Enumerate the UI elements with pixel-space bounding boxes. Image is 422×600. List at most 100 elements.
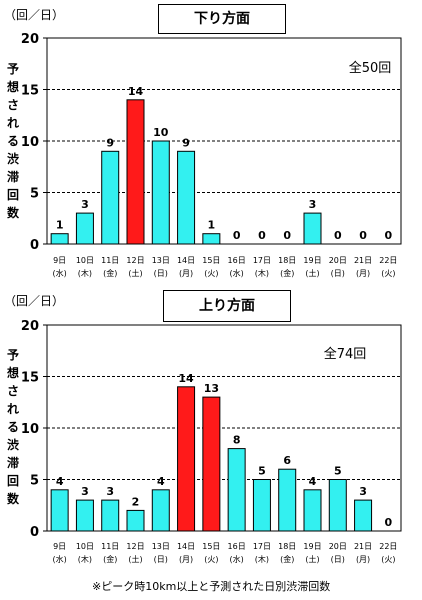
data-label-bottom: 4: [56, 475, 64, 488]
bar-bottom: [227, 448, 246, 532]
data-label-bottom: 3: [106, 485, 114, 498]
x-tick-dow-bottom: (月): [356, 555, 370, 564]
x-tick-dow-top: (日): [154, 269, 168, 278]
x-tick-dow-top: (金): [280, 268, 294, 278]
x-tick-dow-bottom: (土): [128, 554, 142, 564]
bar-bottom: [101, 499, 120, 532]
x-tick-dow-top: (火): [204, 269, 218, 278]
bar-top: [303, 212, 322, 245]
x-tick-date-bottom: 13日: [152, 542, 170, 551]
total-label-bottom: 全74回: [324, 346, 367, 362]
bar-top: [151, 140, 170, 245]
data-label-top: 1: [208, 219, 216, 232]
y-tick-label-bottom: 10: [21, 422, 39, 437]
x-tick-date-top: 9日: [53, 256, 66, 265]
bar-bottom: [278, 468, 297, 532]
data-label-top: 3: [309, 198, 317, 211]
x-tick-dow-top: (金): [103, 268, 117, 278]
x-tick-dow-bottom: (金): [103, 554, 117, 564]
x-tick-date-top: 15日: [202, 256, 220, 265]
y-axis-label-top: 予想される渋滞回数: [6, 62, 19, 220]
x-tick-dow-top: (月): [179, 269, 193, 278]
x-tick-date-top: 19日: [303, 256, 321, 265]
x-tick-dow-top: (土): [305, 268, 319, 278]
x-tick-date-bottom: 21日: [354, 542, 372, 551]
x-tick-dow-top: (月): [356, 269, 370, 278]
x-tick-date-top: 11日: [101, 256, 119, 265]
bar-bottom: [354, 499, 373, 532]
x-tick-date-top: 22日: [379, 256, 397, 265]
bar-bottom: [126, 509, 145, 532]
x-tick-date-bottom: 9日: [53, 542, 66, 551]
x-tick-date-bottom: 10日: [76, 542, 94, 551]
x-tick-date-bottom: 11日: [101, 542, 119, 551]
x-tick-dow-bottom: (日): [331, 555, 345, 564]
x-tick-date-top: 10日: [76, 256, 94, 265]
x-tick-date-bottom: 20日: [329, 542, 347, 551]
x-tick-date-top: 14日: [177, 256, 195, 265]
data-label-bottom: 14: [178, 372, 194, 385]
chart-title-bottom: 上り方面: [163, 290, 291, 322]
x-tick-dow-bottom: (水): [53, 554, 67, 564]
y-tick-label-bottom: 20: [21, 319, 39, 334]
footnote: ※ピーク時10km以上と予測された日別渋滞回数: [92, 580, 331, 593]
y-axis-label-bottom: 予想される渋滞回数: [6, 348, 19, 506]
data-label-top: 0: [258, 229, 266, 242]
data-label-bottom: 6: [283, 454, 291, 467]
x-tick-dow-bottom: (日): [154, 555, 168, 564]
y-tick-label-top: 20: [21, 32, 39, 47]
y-tick-label-bottom: 15: [21, 371, 39, 386]
x-tick-dow-bottom: (月): [179, 555, 193, 564]
x-tick-date-bottom: 22日: [379, 542, 397, 551]
data-label-bottom: 0: [385, 516, 393, 529]
y-tick-label-bottom: 5: [30, 474, 39, 489]
x-tick-dow-bottom: (金): [280, 554, 294, 564]
data-label-top: 1: [56, 219, 64, 232]
y-tick-label-top: 10: [21, 135, 39, 150]
x-tick-date-bottom: 16日: [228, 542, 246, 551]
x-tick-date-top: 13日: [152, 256, 170, 265]
data-label-bottom: 13: [204, 382, 219, 395]
bar-bottom: [151, 489, 170, 532]
data-label-top: 0: [233, 229, 241, 242]
bar-bottom: [252, 479, 271, 532]
y-tick-label-top: 15: [21, 84, 39, 99]
y-tick-label-bottom: 0: [30, 525, 39, 540]
data-label-bottom: 8: [233, 434, 241, 447]
x-tick-date-top: 21日: [354, 256, 372, 265]
x-tick-date-bottom: 19日: [303, 542, 321, 551]
x-tick-date-bottom: 18日: [278, 542, 296, 551]
data-label-top: 0: [283, 229, 291, 242]
x-tick-dow-bottom: (水): [230, 554, 244, 564]
x-tick-dow-bottom: (木): [78, 554, 92, 564]
data-label-bottom: 3: [81, 485, 89, 498]
bar-top: [50, 233, 69, 245]
data-label-bottom: 5: [334, 465, 342, 478]
data-label-bottom: 2: [132, 495, 140, 508]
x-tick-date-bottom: 15日: [202, 542, 220, 551]
x-tick-date-top: 18日: [278, 256, 296, 265]
bar-bottom: [177, 386, 196, 532]
bar-bottom: [50, 489, 69, 532]
data-label-top: 14: [128, 85, 144, 98]
x-tick-date-top: 16日: [228, 256, 246, 265]
chart-title-top: 下り方面: [158, 4, 286, 34]
x-tick-dow-top: (日): [331, 269, 345, 278]
data-label-bottom: 5: [258, 465, 266, 478]
data-label-top: 3: [81, 198, 89, 211]
x-tick-date-bottom: 17日: [253, 542, 271, 551]
x-tick-dow-bottom: (火): [381, 555, 395, 564]
x-tick-date-top: 17日: [253, 256, 271, 265]
bar-bottom: [328, 479, 347, 532]
x-tick-dow-top: (木): [78, 268, 92, 278]
x-tick-dow-top: (土): [128, 268, 142, 278]
data-label-bottom: 4: [309, 475, 317, 488]
x-tick-date-top: 12日: [126, 256, 144, 265]
unit-label-bottom: （回／日）: [4, 294, 65, 308]
data-label-top: 9: [106, 136, 114, 149]
x-tick-dow-top: (火): [381, 269, 395, 278]
bar-top: [75, 212, 94, 245]
x-tick-dow-top: (木): [255, 268, 269, 278]
data-label-top: 9: [182, 136, 190, 149]
